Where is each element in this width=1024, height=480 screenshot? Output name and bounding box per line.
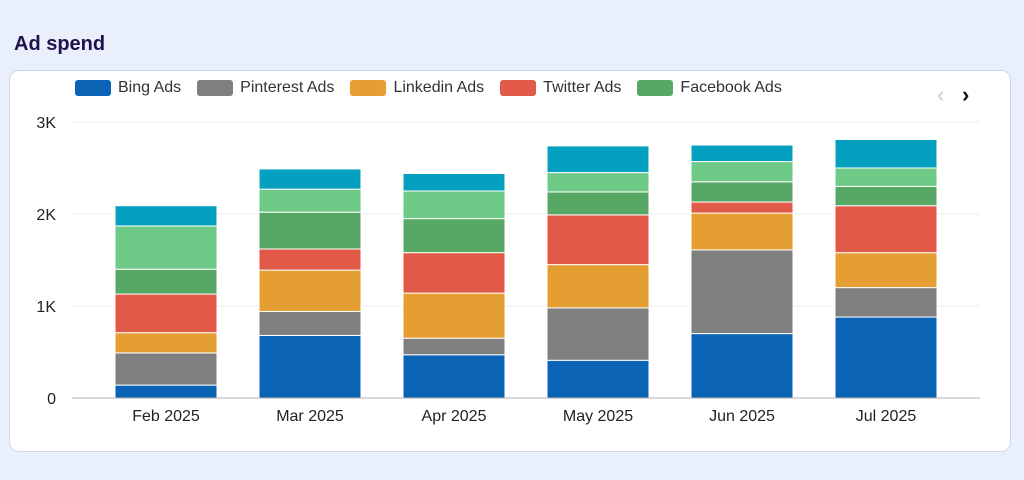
x-tick-label: May 2025 bbox=[563, 408, 633, 425]
y-tick-label: 1K bbox=[36, 299, 56, 316]
bar-segment[interactable] bbox=[114, 293, 218, 334]
bar-segment[interactable] bbox=[834, 316, 938, 399]
bar-segment[interactable] bbox=[114, 332, 218, 354]
bar-segment[interactable] bbox=[546, 264, 650, 309]
bar-segment[interactable] bbox=[834, 167, 938, 187]
bar-segment[interactable] bbox=[402, 252, 506, 294]
x-tick-label: Apr 2025 bbox=[422, 408, 487, 425]
bar-segment[interactable] bbox=[258, 311, 362, 336]
legend-item-bing[interactable]: Bing Ads bbox=[75, 79, 181, 97]
y-tick-label: 0 bbox=[47, 391, 56, 408]
bar-segment[interactable] bbox=[690, 201, 794, 214]
legend-prev-chevron-icon[interactable]: ‹ bbox=[937, 82, 945, 107]
x-tick-label: Jun 2025 bbox=[709, 408, 775, 425]
bar-segment[interactable] bbox=[690, 212, 794, 251]
bar-segment[interactable] bbox=[834, 185, 938, 207]
bar-segment[interactable] bbox=[258, 334, 362, 399]
bar-segment[interactable] bbox=[834, 252, 938, 289]
bar-segment[interactable] bbox=[546, 172, 650, 193]
x-tick-label: Feb 2025 bbox=[132, 408, 200, 425]
y-tick-label: 2K bbox=[36, 207, 56, 224]
bar-segment[interactable] bbox=[690, 144, 794, 163]
legend-item-linkedin[interactable]: Linkedin Ads bbox=[350, 79, 484, 97]
bar-segment[interactable] bbox=[690, 249, 794, 335]
legend-label-linkedin: Linkedin Ads bbox=[393, 79, 485, 96]
y-tick-label: 3K bbox=[36, 115, 56, 132]
bar-segment[interactable] bbox=[402, 354, 506, 399]
grid-lines bbox=[72, 121, 980, 307]
bar-segment[interactable] bbox=[114, 268, 218, 295]
x-tick-label: Jul 2025 bbox=[856, 408, 917, 425]
bar-segment[interactable] bbox=[114, 225, 218, 270]
bar-segment[interactable] bbox=[114, 205, 218, 227]
legend-item-pinterest[interactable]: Pinterest Ads bbox=[197, 79, 334, 97]
legend-next-chevron-icon[interactable]: › bbox=[962, 82, 970, 107]
bar-segment[interactable] bbox=[258, 168, 362, 190]
bar-segment[interactable] bbox=[546, 191, 650, 216]
legend-swatch-bing bbox=[75, 80, 111, 96]
bar-segment[interactable] bbox=[834, 138, 938, 169]
bar-segment[interactable] bbox=[402, 337, 506, 356]
bar-segment[interactable] bbox=[546, 145, 650, 174]
legend-swatch-pinterest bbox=[197, 80, 234, 96]
x-tick-label: Mar 2025 bbox=[276, 408, 344, 425]
bar-segment[interactable] bbox=[834, 287, 938, 318]
bar-segment[interactable] bbox=[690, 181, 794, 203]
bar-segment[interactable] bbox=[834, 205, 938, 254]
legend-label-pinterest: Pinterest Ads bbox=[240, 79, 335, 96]
bar-segment[interactable] bbox=[546, 359, 650, 399]
legend-swatch-facebook bbox=[637, 80, 674, 96]
chart-title: Ad spend bbox=[14, 33, 106, 55]
bar-segment[interactable] bbox=[258, 248, 362, 271]
bars bbox=[114, 138, 938, 399]
legend-item-twitter[interactable]: Twitter Ads bbox=[500, 79, 621, 97]
bar-segment[interactable] bbox=[402, 218, 506, 254]
bar-segment[interactable] bbox=[258, 188, 362, 213]
bar-segment[interactable] bbox=[546, 307, 650, 361]
x-axis-ticks: Feb 2025 Mar 2025 Apr 2025 May 2025 Jun 2025… bbox=[132, 408, 916, 425]
bar-segment[interactable] bbox=[402, 173, 506, 192]
bar-segment[interactable] bbox=[114, 384, 218, 399]
legend-swatch-twitter bbox=[500, 80, 537, 96]
bar-segment[interactable] bbox=[546, 214, 650, 266]
legend-label-twitter: Twitter Ads bbox=[543, 79, 622, 96]
bar-segment[interactable] bbox=[402, 292, 506, 339]
chart-legend: Bing Ads Pinterest Ads Linkedin Ads Twit… bbox=[75, 79, 798, 97]
legend-swatch-linkedin bbox=[350, 80, 387, 96]
legend-label-bing: Bing Ads bbox=[118, 79, 182, 96]
bar-segment[interactable] bbox=[402, 190, 506, 220]
legend-label-facebook: Facebook Ads bbox=[680, 79, 782, 96]
bar-segment[interactable] bbox=[690, 161, 794, 183]
bar-segment[interactable] bbox=[258, 211, 362, 250]
bar-segment[interactable] bbox=[690, 333, 794, 399]
bar-segment[interactable] bbox=[258, 269, 362, 313]
bar-segment[interactable] bbox=[114, 352, 218, 386]
y-axis-ticks: 0 1K 2K 3K bbox=[36, 115, 56, 408]
legend-item-facebook[interactable]: Facebook Ads bbox=[637, 79, 782, 97]
